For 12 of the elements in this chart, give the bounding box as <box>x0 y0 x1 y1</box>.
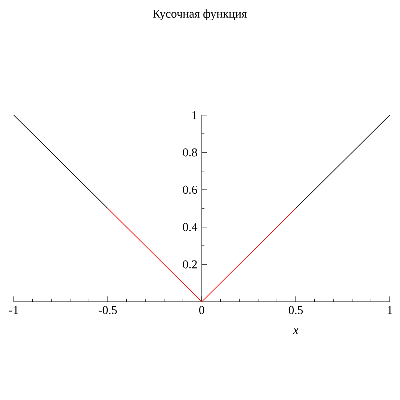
x-axis-title: x <box>293 328 299 334</box>
chart-title: Кусочная функция <box>153 10 248 21</box>
y-tick-label: 0.4 <box>183 223 198 232</box>
x-tick-label: 0.5 <box>288 306 304 314</box>
x-tick-label: 0 <box>199 306 205 314</box>
x-tick-label: -1 <box>9 306 18 314</box>
x-tick-label: -0.5 <box>98 306 118 314</box>
y-tick-label: 0.2 <box>183 260 198 269</box>
x-tick-label: 1 <box>388 306 392 314</box>
y-tick-label: 0.8 <box>183 148 198 157</box>
y-tick-label: 1 <box>192 111 198 120</box>
y-tick-label: 0.6 <box>183 186 198 194</box>
